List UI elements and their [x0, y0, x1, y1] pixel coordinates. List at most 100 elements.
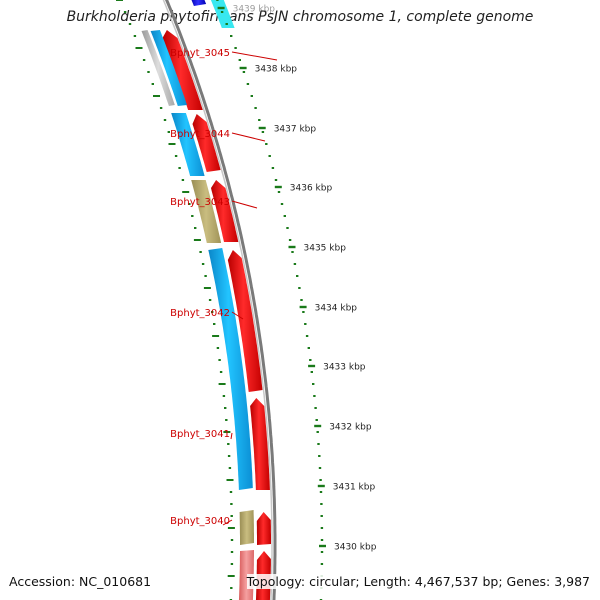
- scale-dot: [320, 515, 323, 517]
- gc-dot: [230, 503, 233, 505]
- gc-dot: [216, 347, 220, 349]
- forward-cds: [211, 180, 239, 242]
- gc-dot: [230, 563, 234, 565]
- gene-label-bphyt-3041: Bphyt_3041: [170, 429, 230, 440]
- reverse-cds: [208, 248, 253, 490]
- scale-dot: [298, 287, 301, 289]
- gc-dot: [230, 551, 234, 553]
- gc-dot: [188, 203, 191, 205]
- gc-dot: [168, 143, 176, 145]
- gene-label-bphyt-3043: Bphyt_3043: [170, 197, 230, 208]
- backbone-line-inner: [162, 0, 273, 600]
- gc-dot: [128, 23, 132, 25]
- scale-major-tick: [288, 245, 296, 249]
- scale-dot: [258, 119, 261, 121]
- scale-dot: [293, 263, 297, 265]
- scale-label: 3433 kbp: [323, 363, 366, 373]
- scale-dot: [225, 23, 228, 25]
- scale-label: 3430 kbp: [334, 543, 377, 553]
- gc-dot: [201, 263, 205, 265]
- scale-dot: [320, 527, 324, 529]
- scale-dot: [309, 359, 312, 361]
- scale-label: 3436 kbp: [290, 184, 333, 194]
- gc-dot: [147, 71, 150, 73]
- forward-cds: [256, 512, 271, 545]
- gc-dot: [159, 107, 163, 109]
- gc-dot: [224, 407, 227, 409]
- gene-leader-line: [222, 519, 233, 526]
- scale-dot: [300, 299, 303, 301]
- scale-dot: [280, 203, 284, 205]
- gc-dot: [225, 419, 228, 421]
- gene-leader-line: [230, 432, 233, 440]
- scale-dot: [254, 107, 257, 109]
- scale-dot: [242, 71, 246, 73]
- top-feature-navy: [191, 0, 207, 6]
- gc-dot: [222, 395, 226, 397]
- map-title: Burkholderia phytofirmans PsJN chromosom…: [66, 9, 534, 25]
- scale-dot: [277, 191, 281, 193]
- scale-dot: [250, 95, 253, 97]
- scale-dot: [288, 239, 292, 241]
- gc-dot: [226, 479, 234, 481]
- forward-cds: [250, 398, 270, 490]
- gc-dot: [167, 131, 170, 133]
- scale-major-tick: [239, 66, 247, 70]
- gc-dot: [153, 95, 160, 97]
- scale-label: 3439 kbp: [233, 5, 276, 15]
- gc-dot: [203, 287, 211, 289]
- genome-summary: Topology: circular; Length: 4,467,537 bp…: [246, 574, 590, 589]
- gc-dot: [193, 239, 201, 241]
- gene-label-bphyt-3044: Bphyt_3044: [170, 129, 230, 140]
- scale-dot: [310, 371, 313, 373]
- gc-dot: [199, 251, 202, 253]
- gc-dot: [230, 515, 233, 517]
- backbone-line-outer: [164, 0, 277, 600]
- gc-dot: [174, 155, 178, 157]
- gene-leader-line: [231, 51, 278, 61]
- scale-major-tick: [274, 185, 282, 189]
- scale-major-tick: [258, 126, 266, 130]
- gc-dot: [223, 431, 231, 433]
- scale-major-tick: [317, 484, 325, 488]
- gc-dot: [212, 335, 220, 337]
- scale-label: 3432 kbp: [329, 423, 372, 433]
- gc-dot: [133, 35, 137, 37]
- misc-feature: [191, 180, 222, 243]
- scale-dot: [291, 251, 294, 253]
- feature-track: [141, 0, 271, 600]
- gene-label-bphyt-3045: Bphyt_3045: [170, 48, 230, 59]
- gene-leader-line: [231, 311, 244, 320]
- scale-dot: [268, 155, 271, 157]
- gc-dot: [218, 383, 226, 385]
- scale-dot: [286, 227, 289, 229]
- gc-dot: [142, 59, 146, 61]
- gc-dot: [178, 167, 181, 169]
- scale-dot: [271, 167, 275, 169]
- forward-cds: [227, 250, 263, 392]
- scale-label: 3435 kbp: [304, 244, 347, 254]
- scale-label: 3437 kbp: [274, 125, 317, 135]
- gc-dot: [204, 275, 207, 277]
- scale-dot: [315, 419, 318, 421]
- gc-dot: [230, 587, 233, 589]
- scale-major-tick: [319, 544, 326, 548]
- gc-content-track: [116, 0, 235, 600]
- gene-label-bphyt-3042: Bphyt_3042: [170, 308, 230, 319]
- scale-dot: [238, 59, 241, 61]
- gc-dot: [163, 119, 167, 121]
- gc-dot: [135, 47, 143, 49]
- gc-dot: [181, 179, 185, 181]
- scale-dot: [313, 395, 316, 397]
- scale-dot: [320, 563, 324, 565]
- gc-dot: [211, 311, 214, 313]
- scale-dot: [307, 347, 310, 349]
- scale-track: 3439 kbp 3438 kbp 3437 kbp 3436 kbp 3435 kbp…: [216, 0, 377, 600]
- scale-dot: [283, 215, 286, 217]
- gc-dot: [227, 455, 231, 457]
- scale-dot: [296, 275, 299, 277]
- scale-dot: [302, 311, 305, 313]
- scale-dot: [216, 0, 219, 1]
- scale-dot: [220, 11, 224, 13]
- gc-dot: [194, 227, 197, 229]
